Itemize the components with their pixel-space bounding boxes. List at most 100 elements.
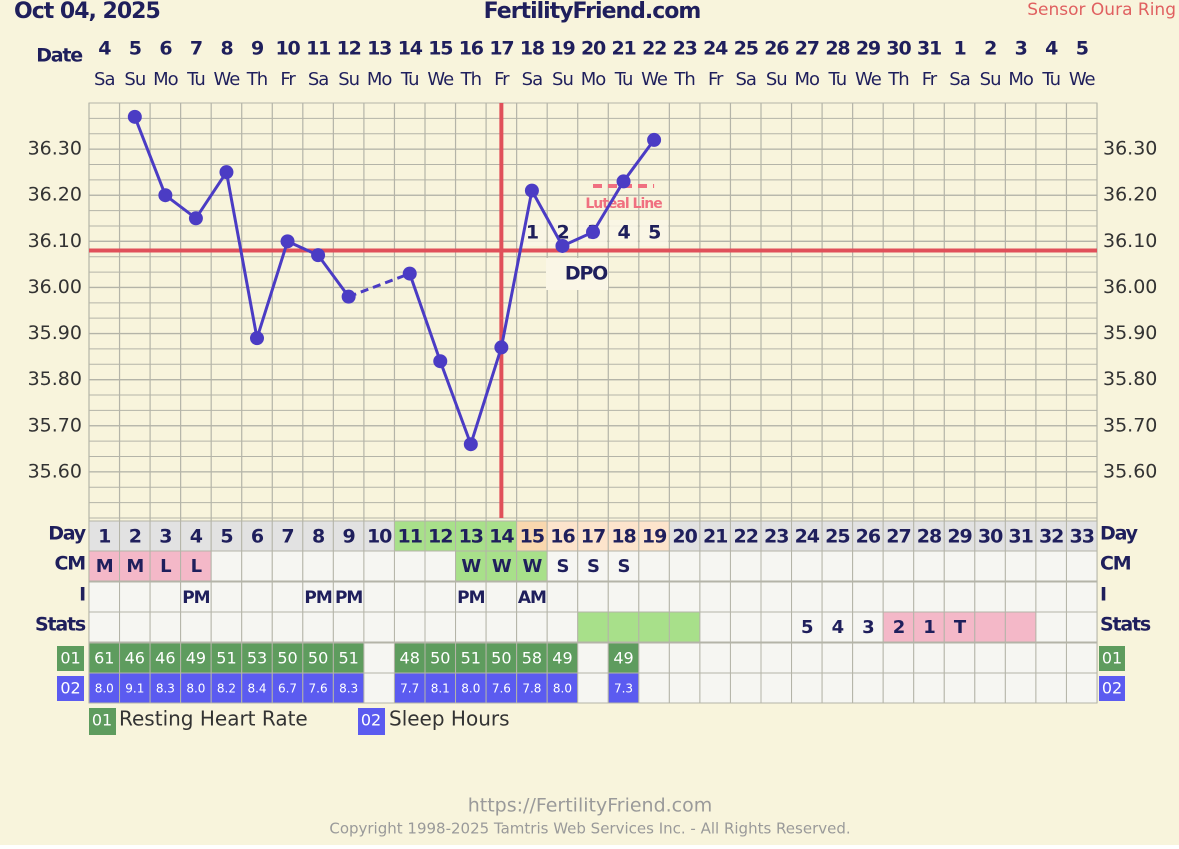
date-label: 19: [550, 38, 574, 60]
cell-text: 7.3: [614, 682, 633, 696]
cell: [638, 550, 670, 582]
cell: [210, 672, 243, 704]
date-label: 13: [367, 38, 391, 60]
plot-layer: 4Sa5Su6Mo7Tu8We9Th10Fr11Sa12Su13Mo14Tu15…: [28, 38, 1157, 704]
chart-date: Oct 04, 2025: [14, 0, 160, 24]
cell-text: 6.7: [278, 682, 297, 696]
cell: [363, 581, 395, 613]
cell: [974, 520, 1006, 552]
cell: [577, 672, 609, 704]
cell: [332, 672, 365, 704]
weekday-label: Tu: [1041, 69, 1060, 90]
cell-text: 49: [552, 649, 572, 668]
cell-text: 17: [581, 526, 605, 548]
cell: [546, 611, 579, 643]
weekday-label: Su: [338, 69, 359, 90]
cell-text: 22: [734, 526, 758, 548]
footer-copyright: Copyright 1998-2025 Tamtris Web Services…: [329, 820, 850, 838]
cell: [1035, 550, 1067, 582]
date-label: 6: [159, 38, 172, 60]
row-code-box: [57, 676, 84, 701]
cell-text: 8.0: [461, 682, 480, 696]
cell: [607, 642, 640, 674]
cell-text: 29: [947, 526, 971, 548]
weekday-label: Mo: [367, 69, 393, 90]
dpo-cell: [609, 220, 638, 246]
cell: [852, 672, 884, 704]
date-label: 22: [642, 38, 666, 60]
row-code-box: [57, 646, 84, 671]
date-label: 2: [984, 38, 996, 60]
cell: [760, 642, 793, 674]
cell-text: 27: [886, 526, 910, 548]
cell: [882, 550, 915, 582]
cell: [546, 672, 579, 704]
gap-bridge: [348, 272, 411, 299]
cell: [1035, 520, 1067, 552]
cell: [485, 520, 518, 552]
y2-tick-label: 35.60: [1103, 460, 1157, 482]
cell: [180, 581, 212, 613]
row-label: Day: [1100, 523, 1139, 545]
cell-text: 8.3: [339, 682, 358, 696]
row-label: 02: [60, 679, 80, 698]
date-label: 7: [190, 38, 202, 60]
temperature-point: [616, 174, 631, 189]
cell: [577, 611, 609, 643]
cell: [546, 581, 579, 613]
row-label: 01: [60, 649, 80, 668]
cell-text: 24: [795, 526, 820, 548]
weekday-label: Tu: [400, 69, 419, 90]
y2-tick-label: 36.00: [1103, 276, 1157, 298]
cell: [1065, 550, 1098, 582]
cell: [516, 611, 548, 643]
date-label: 25: [734, 38, 758, 60]
temperature-point: [494, 340, 509, 355]
cell: [210, 550, 243, 582]
row-code-box: [1099, 676, 1125, 701]
cell: [119, 550, 151, 582]
cell: [1065, 611, 1098, 643]
cell: [791, 550, 823, 582]
cell: [791, 611, 823, 643]
cell: [180, 611, 212, 643]
legend-swatch: [89, 708, 116, 735]
temperature-point: [188, 211, 203, 226]
cell: [943, 672, 976, 704]
dpo-number: 5: [648, 222, 660, 244]
cell-text: AM: [518, 588, 546, 608]
cell-text: 4: [832, 617, 844, 638]
cell: [485, 672, 518, 704]
cell-text: 8.4: [247, 682, 266, 696]
date-label: 15: [428, 38, 452, 60]
weekday-label: Sa: [94, 69, 114, 90]
cell: [791, 642, 823, 674]
weekday-label: Fr: [494, 69, 510, 90]
temperature-point: [158, 188, 173, 203]
cell: [271, 550, 304, 582]
cell: [455, 642, 487, 674]
cell: [577, 642, 609, 674]
weekday-label: We: [641, 69, 668, 90]
cell: [149, 642, 182, 674]
cell: [363, 642, 395, 674]
cell-text: S: [587, 556, 599, 577]
cell: [791, 581, 823, 613]
cell: [668, 520, 701, 552]
cell-text: 25: [825, 526, 849, 548]
cell-text: 11: [398, 526, 422, 548]
cell-text: 6: [251, 526, 264, 548]
cell-text: 1: [923, 617, 935, 638]
cell: [1065, 672, 1098, 704]
temperature-point: [280, 234, 295, 249]
weekday-label: Th: [673, 69, 694, 90]
date-label: 5: [1076, 38, 1088, 60]
cell-text: M: [96, 556, 113, 577]
cell-text: 8.0: [95, 682, 114, 696]
row-label: I: [79, 584, 85, 606]
cell: [485, 581, 518, 613]
cell-text: 5: [220, 526, 232, 548]
cell-text: 8.0: [553, 682, 572, 696]
cell: [729, 581, 762, 613]
cell: [485, 642, 518, 674]
